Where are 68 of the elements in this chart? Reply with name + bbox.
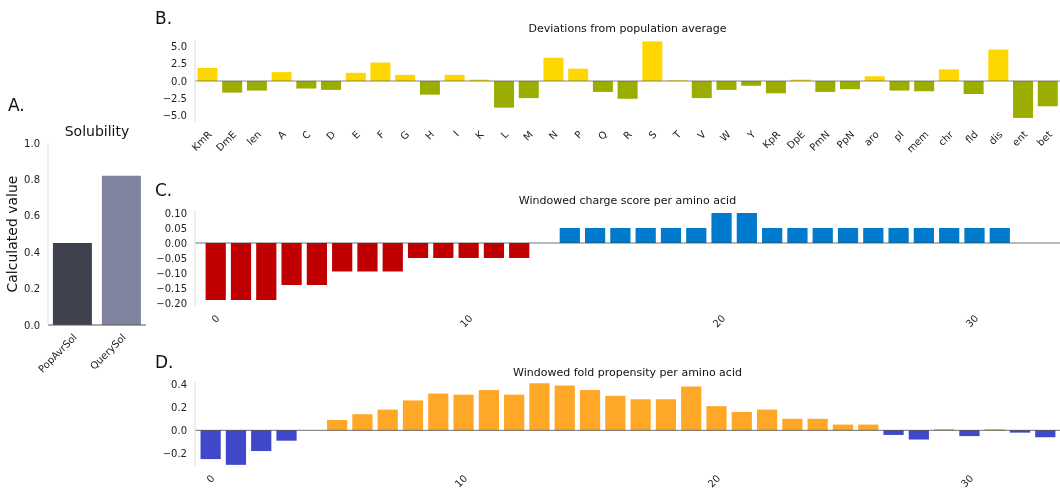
x-tick-label: Q [595, 128, 610, 142]
y-tick-label: 0.6 [24, 210, 40, 222]
x-tick-label: L [498, 128, 511, 141]
x-tick-label: aro [861, 128, 882, 148]
y-tick-label: −0.10 [156, 267, 187, 279]
y-tick-label: 0.8 [24, 173, 40, 185]
x-tick-label: M [521, 128, 536, 143]
x-tick-label: D [324, 128, 338, 142]
x-tick-label: V [695, 128, 709, 142]
y-tick-label: −0.15 [156, 282, 187, 294]
x-tick-label: Y [744, 128, 759, 142]
x-tick-label: W [718, 128, 733, 144]
y-tick-label: 5.0 [171, 41, 187, 53]
x-tick-label: C [299, 128, 313, 142]
text: A. [8, 95, 25, 115]
y-tick-label: −0.2 [162, 447, 187, 459]
x-tick-label: fld [963, 128, 980, 146]
y-tick-label: −5.0 [162, 109, 187, 121]
x-tick-label: bet [1034, 128, 1055, 149]
x-tick-label: T [670, 128, 684, 142]
x-tick-label: H [423, 128, 437, 142]
x-tick-label: ent [1009, 128, 1030, 149]
x-tick-label: R [621, 128, 634, 142]
x-tick-label: F [374, 128, 387, 141]
x-tick-label: K [473, 128, 486, 142]
x-tick-label: 30 [958, 472, 976, 490]
y-tick-label: 0.00 [164, 237, 187, 249]
y-tick-label: 0.4 [24, 246, 40, 258]
y-tick-label: 0.2 [171, 401, 187, 413]
x-tick-label: E [349, 128, 363, 141]
x-tick-label: chr [936, 128, 956, 148]
x-tick-label: N [546, 128, 560, 142]
chart-title: Deviations from population average [527, 22, 728, 35]
x-tick-label: 30 [963, 312, 981, 330]
x-tick-label: G [398, 128, 412, 142]
chart-title: Solubility [63, 123, 131, 139]
text: C. [155, 180, 173, 200]
text: D. [155, 352, 174, 372]
x-tick-label: 20 [710, 312, 728, 330]
x-tick-label: KpR [760, 128, 783, 151]
y-tick-label: 2.5 [171, 58, 187, 70]
chart-title: Windowed fold propensity per amino acid [512, 366, 743, 379]
chart-title: Windowed charge score per amino acid [517, 194, 738, 207]
x-tick-label: pI [891, 128, 906, 144]
x-tick-label: 10 [457, 312, 475, 330]
x-tick-label: I [451, 128, 461, 139]
x-tick-label: 10 [452, 472, 470, 490]
y-tick-label: 0.0 [24, 319, 40, 331]
y-tick-label: 1.0 [24, 137, 40, 149]
x-tick-label: 0 [204, 472, 217, 485]
y-tick-label: −0.05 [156, 252, 187, 264]
x-tick-label: 20 [705, 472, 723, 490]
x-tick-label: dis [986, 128, 1005, 147]
y-tick-label: 0.4 [171, 378, 187, 390]
y-tick-label: 0.05 [164, 222, 187, 234]
x-tick-label: P [572, 128, 585, 141]
y-tick-label: 0.10 [164, 207, 187, 219]
x-tick-label: 0 [209, 312, 222, 325]
x-tick-label: A [275, 128, 289, 142]
y-axis-title: Calculated value [3, 175, 20, 293]
y-tick-label: −0.20 [156, 297, 187, 309]
text: B. [155, 8, 173, 28]
y-tick-label: 0.0 [171, 424, 187, 436]
y-tick-label: 0.2 [24, 283, 40, 295]
y-tick-label: 0.0 [171, 75, 187, 87]
x-tick-label: len [244, 128, 264, 148]
y-tick-label: −2.5 [162, 92, 187, 104]
x-tick-label: S [646, 128, 659, 141]
